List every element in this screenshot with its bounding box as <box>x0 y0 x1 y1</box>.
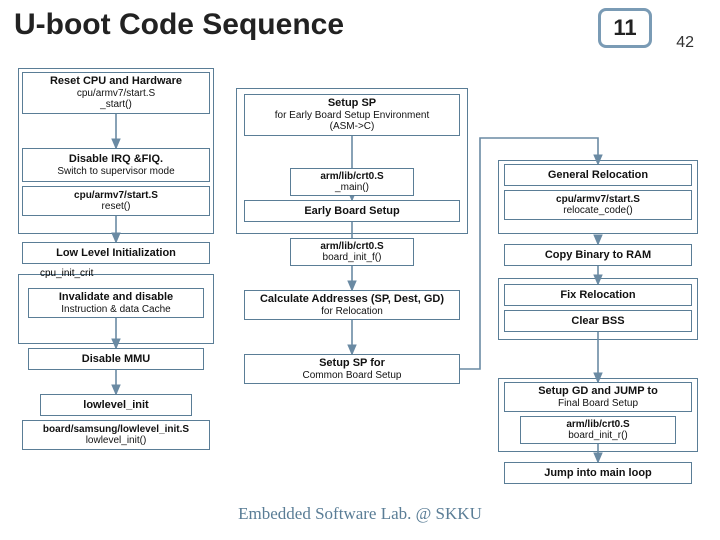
n-reset: Reset CPU and Hardwarecpu/armv7/start.S_… <box>22 72 210 114</box>
n-copy-ram: Copy Binary to RAM <box>504 244 692 266</box>
n-inv-cache: Invalidate and disableInstruction & data… <box>28 288 204 318</box>
n-gen-reloc: General Relocation <box>504 164 692 186</box>
n-boardinit-r: arm/lib/crt0.Sboard_init_r() <box>520 416 676 444</box>
n-crt0-main: arm/lib/crt0.S_main() <box>290 168 414 196</box>
n-calc-addr: Calculate Addresses (SP, Dest, GD)for Re… <box>244 290 460 320</box>
n-disable-mmu: Disable MMU <box>28 348 204 370</box>
n-lowlevel: Low Level Initialization <box>22 242 210 264</box>
n-setup-sp1: Setup SPfor Early Board Setup Environmen… <box>244 94 460 136</box>
diagram-canvas: Reset CPU and Hardwarecpu/armv7/start.S_… <box>0 58 720 498</box>
n-boardinit-f: arm/lib/crt0.Sboard_init_f() <box>290 238 414 266</box>
n-reset-fn: cpu/armv7/start.Sreset() <box>22 186 210 216</box>
n-setup-sp2: Setup SP forCommon Board Setup <box>244 354 460 384</box>
n-setup-gd: Setup GD and JUMP toFinal Board Setup <box>504 382 692 412</box>
total-pages: 42 <box>676 34 694 52</box>
n-ll-init: lowlevel_init <box>40 394 192 416</box>
n-jump-main: Jump into main loop <box>504 462 692 484</box>
n-disable-irq: Disable IRQ &FIQ.Switch to supervisor mo… <box>22 148 210 182</box>
footer-credit: Embedded Software Lab. @ SKKU <box>0 504 720 524</box>
page-number-badge: 11 <box>598 8 652 48</box>
n-cpuinitcrit: cpu_init_crit <box>40 268 160 284</box>
n-fix-reloc: Fix Relocation <box>504 284 692 306</box>
page-title: U-boot Code Sequence <box>14 8 344 42</box>
n-reloc-code: cpu/armv7/start.Srelocate_code() <box>504 190 692 220</box>
n-clear-bss: Clear BSS <box>504 310 692 332</box>
n-ll-init-fn: board/samsung/lowlevel_init.Slowlevel_in… <box>22 420 210 450</box>
n-early-board: Early Board Setup <box>244 200 460 222</box>
